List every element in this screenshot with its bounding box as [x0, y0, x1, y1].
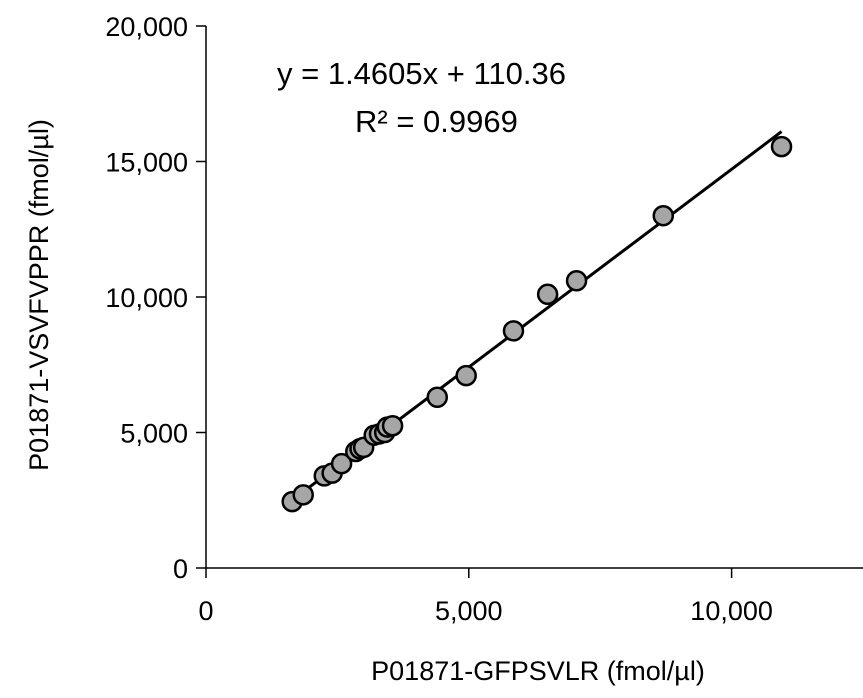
- data-point: [381, 414, 404, 437]
- x-tick-label: 0: [198, 596, 213, 626]
- data-point: [292, 484, 314, 506]
- data-point: [536, 283, 559, 306]
- y-axis-title: P01871-VSVFVPPR (fmol/µl): [24, 119, 54, 471]
- y-tick-label: 15,000: [105, 148, 188, 178]
- r-squared-annotation: R² = 0.9969: [355, 104, 518, 139]
- data-point: [502, 320, 525, 342]
- data-point: [330, 452, 353, 475]
- data-points: [281, 135, 793, 513]
- x-axis-title: P01871-GFPSVLR (fmol/µl): [371, 656, 705, 686]
- data-point: [652, 204, 675, 227]
- y-ticks: 0 5,000 10,000 15,000 20,000: [105, 12, 206, 584]
- data-point: [426, 386, 449, 409]
- data-point: [565, 269, 588, 292]
- equation-annotation: y = 1.4605x + 110.36: [277, 56, 566, 91]
- y-tick-label: 10,000: [105, 283, 188, 313]
- y-tick-label: 0: [173, 554, 188, 584]
- data-point: [455, 364, 477, 387]
- x-ticks: 0 5,000 10,000: [198, 568, 773, 626]
- x-tick-label: 5,000: [435, 596, 503, 626]
- x-tick-label: 10,000: [690, 596, 773, 626]
- y-tick-label: 20,000: [105, 12, 188, 42]
- y-tick-label: 5,000: [120, 419, 188, 449]
- data-point: [770, 135, 793, 158]
